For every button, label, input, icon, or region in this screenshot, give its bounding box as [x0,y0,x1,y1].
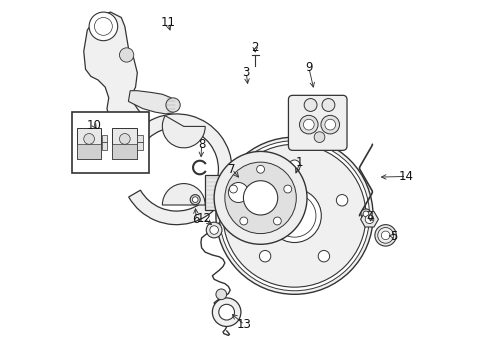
Text: 2: 2 [251,41,259,54]
Circle shape [241,194,252,206]
Circle shape [288,160,300,171]
Circle shape [229,185,237,193]
Circle shape [381,231,389,240]
Wedge shape [128,114,231,225]
Circle shape [256,165,264,173]
Text: 7: 7 [228,163,235,176]
Circle shape [320,115,339,134]
Circle shape [283,185,291,193]
Circle shape [324,119,335,130]
Circle shape [219,141,369,291]
Text: 12: 12 [197,212,212,225]
Circle shape [259,251,270,262]
Circle shape [374,225,395,246]
Circle shape [83,134,94,144]
Circle shape [322,99,334,111]
Circle shape [221,175,255,210]
Circle shape [209,226,218,234]
Circle shape [239,217,247,225]
Circle shape [223,144,365,287]
Circle shape [299,115,317,134]
Text: 6: 6 [192,213,200,226]
Circle shape [363,211,368,217]
Text: 3: 3 [242,66,249,79]
Text: 4: 4 [366,211,374,224]
Circle shape [243,181,277,215]
Bar [102,135,107,143]
Bar [137,143,142,150]
Circle shape [190,195,200,204]
Circle shape [119,134,130,144]
Circle shape [224,162,296,234]
Circle shape [212,298,241,327]
Polygon shape [360,212,378,227]
Circle shape [214,152,306,244]
Circle shape [377,228,393,243]
Text: 9: 9 [305,61,312,74]
Circle shape [218,304,234,320]
Circle shape [272,194,315,237]
Circle shape [303,119,313,130]
Circle shape [318,251,329,262]
FancyBboxPatch shape [288,95,346,150]
Bar [77,128,101,158]
Circle shape [304,99,316,111]
Circle shape [360,209,370,219]
Text: 13: 13 [237,318,251,331]
Circle shape [192,197,198,203]
Polygon shape [83,12,146,152]
Circle shape [89,12,118,41]
Bar [102,143,107,150]
Text: 11: 11 [160,16,175,29]
Circle shape [165,98,180,112]
Bar [137,135,142,143]
Wedge shape [162,116,205,148]
FancyBboxPatch shape [205,175,237,210]
Text: 1: 1 [296,156,303,169]
Bar [77,144,101,158]
Circle shape [119,48,134,62]
Text: 10: 10 [87,119,102,132]
Polygon shape [128,91,175,114]
Text: 14: 14 [398,170,413,183]
Bar [112,128,136,158]
Circle shape [313,132,324,143]
Circle shape [106,120,125,140]
Circle shape [216,289,226,300]
Circle shape [216,137,372,294]
Text: 5: 5 [389,230,396,243]
Bar [72,112,149,173]
Circle shape [94,18,112,35]
Circle shape [365,215,373,224]
Circle shape [273,217,281,225]
Text: 8: 8 [198,138,205,151]
Circle shape [228,183,248,203]
Circle shape [336,194,347,206]
Bar [112,144,136,158]
Circle shape [267,189,321,243]
Wedge shape [162,184,205,205]
Circle shape [206,222,222,238]
